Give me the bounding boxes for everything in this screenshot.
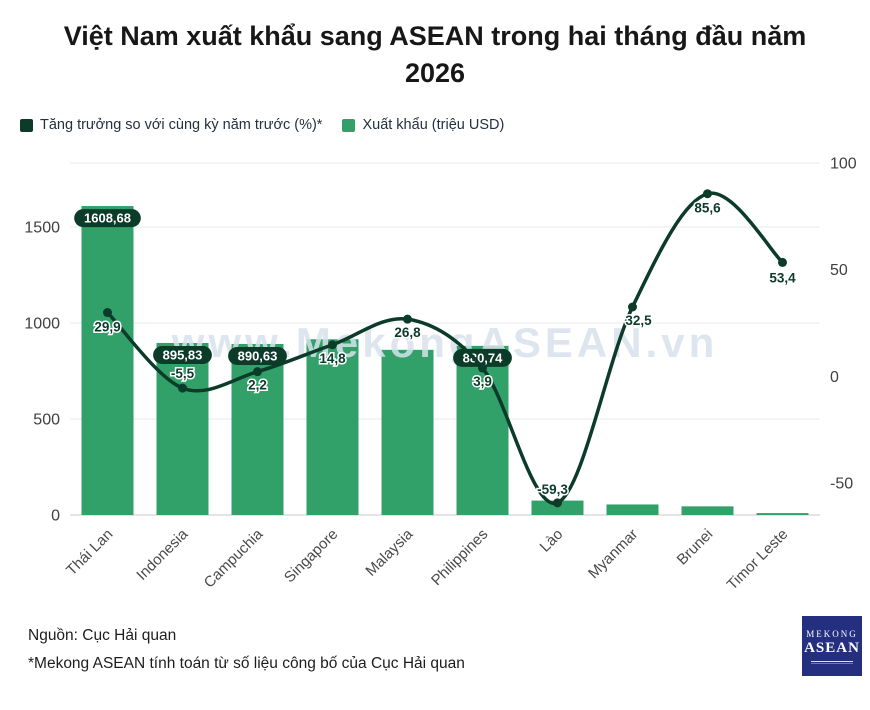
x-axis-category-label: Brunei [674,526,717,569]
right-axis-tick-label: -50 [830,476,853,493]
growth-value-label: 2,2 [248,378,267,393]
bar-value-label: 895,83 [163,347,203,362]
growth-point-Malaysia [403,314,412,324]
bar-Brunei [681,506,734,515]
x-axis-category-label: Thái Lan [63,526,116,579]
source-note: Nguồn: Cục Hải quan [28,627,177,644]
right-axis-tick-label: 50 [830,262,848,279]
chart-legend: Tăng trưởng so với cùng kỳ năm trước (%)… [20,117,504,133]
left-axis-tick-label: 500 [33,411,60,428]
x-axis-category-label: Lào [537,526,567,556]
left-axis-tick-label: 1500 [24,219,60,236]
bar-value-label: 880,74 [463,350,504,365]
logo-text-asean: ASEAN [804,640,860,656]
bar-Malaysia [381,349,434,515]
legend-item-exports: Xuất khẩu (triệu USD) [342,117,504,133]
chart-area: www.MekongASEAN.vn 1608,68 895,83 890,63 880… [0,148,870,611]
growth-point-Philippines [478,363,487,373]
x-axis-category-label: Timor Leste [724,526,792,594]
growth-value-label: 29,9 [94,320,120,335]
mekong-asean-logo: MEKONG ASEAN [802,616,862,676]
left-axis-tick-label: 1000 [24,315,60,332]
logo-text-mekong: MEKONG [806,629,858,639]
growth-value-label: 3,9 [473,374,492,389]
x-axis-category-label: Philippines [428,526,491,589]
growth-value-label: 85,6 [694,201,721,216]
bar-Timor Leste [756,513,809,515]
growth-value-label: -59,3 [537,482,568,497]
bar-value-label: 1608,68 [84,211,131,226]
bar-value-pill [228,346,287,365]
growth-value-label: 53,4 [769,270,796,285]
legend-item-growth: Tăng trưởng so với cùng kỳ năm trước (%)… [20,117,322,133]
calculation-note: *Mekong ASEAN tính toán từ số liệu công … [28,654,465,672]
bar-value-pill [74,209,141,228]
growth-point-Lào [553,498,562,508]
bar-Lào [531,500,584,515]
page-title-text: Việt Nam xuất khẩu sang ASEAN trong hai … [63,21,807,89]
legend-swatch-growth [20,118,33,132]
bar-Thái Lan [81,206,134,515]
growth-point-Myanmar [628,302,637,312]
growth-point-Campuchia [253,367,262,377]
bar-Philippines [456,345,509,515]
page-title: Việt Nam xuất khẩu sang ASEAN trong hai … [0,18,870,93]
left-axis-tick-label: 0 [51,508,60,525]
x-axis-category-label: Indonesia [133,525,191,583]
growth-value-label: -5,5 [171,366,195,381]
footer: Nguồn: Cục Hải quan *Mekong ASEAN tính t… [28,624,465,680]
x-axis-category-label: Campuchia [201,525,267,591]
bar-Myanmar [606,504,659,515]
growth-value-label: 14,8 [319,351,346,366]
bar-Indonesia [156,342,209,515]
x-axis-category-label: Myanmar [585,526,641,582]
logo-rule [811,661,853,664]
right-axis-tick-label: 0 [830,369,839,386]
growth-point-Thái Lan [103,308,112,318]
bar-value-pill [153,345,212,364]
growth-value-label: 32,5 [625,313,652,328]
legend-swatch-exports [342,118,356,132]
growth-point-Brunei [703,189,712,199]
growth-point-Indonesia [178,383,187,393]
growth-value-label: 26,8 [394,325,421,340]
legend-label-exports: Xuất khẩu (triệu USD) [362,117,505,133]
right-axis-tick-label: 100 [830,156,857,173]
x-axis-category-label: Malaysia [362,525,416,579]
bar-value-label: 890,63 [238,348,278,363]
growth-point-Timor Leste [778,257,787,267]
growth-point-Singapore [328,340,337,350]
x-axis-category-label: Singapore [281,526,341,586]
legend-label-growth: Tăng trưởng so với cùng kỳ năm trước (%)… [40,117,323,133]
bar-Singapore [306,339,359,515]
